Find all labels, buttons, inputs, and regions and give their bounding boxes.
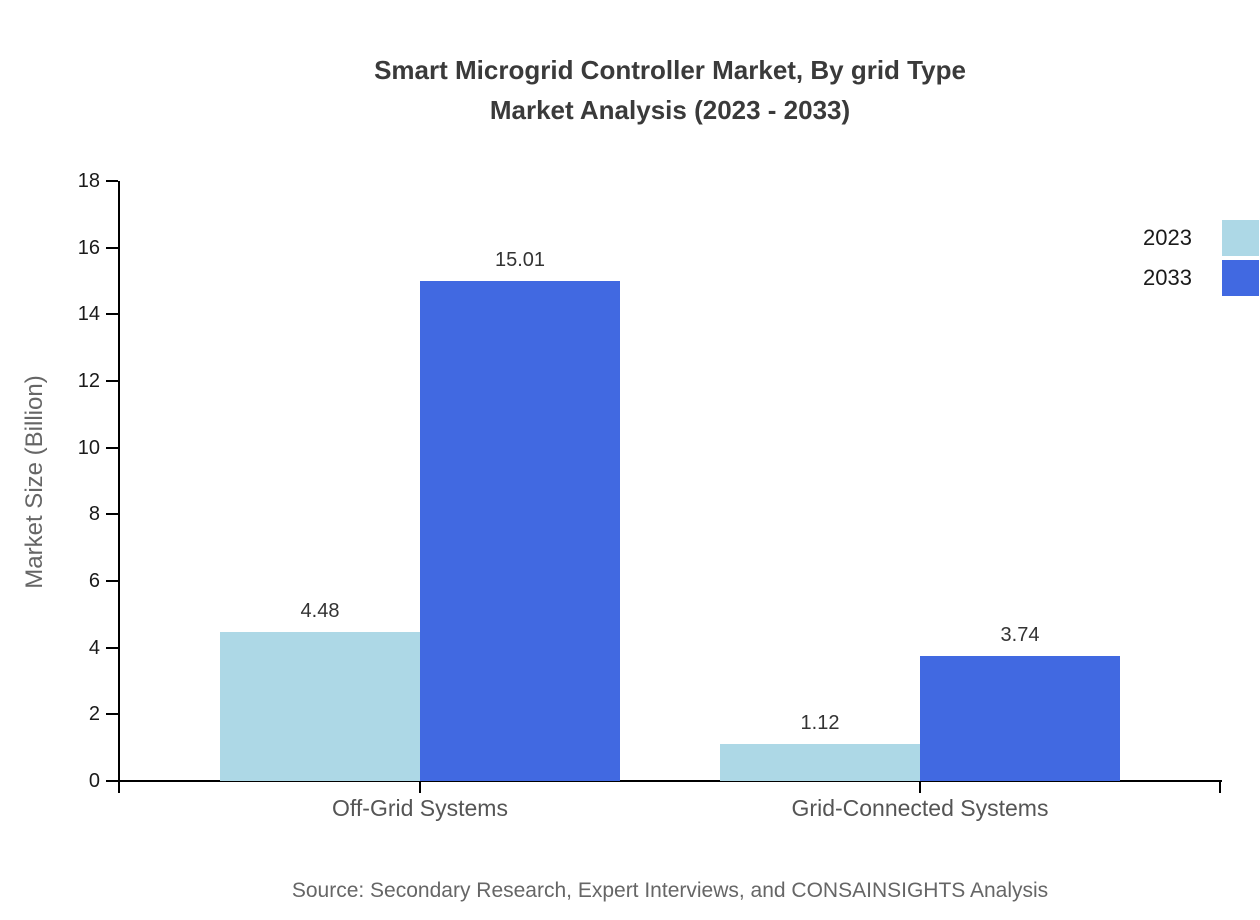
chart-title: Smart Microgrid Controller Market, By gr…: [120, 50, 1220, 130]
y-tick-label: 14: [77, 303, 100, 326]
y-tick-label: 2: [88, 703, 100, 726]
y-tick-label: 12: [77, 370, 100, 392]
bar-2033-grid-connected-systems: [920, 656, 1120, 781]
bar-2023-grid-connected-systems: [720, 743, 920, 781]
bar-value-label: 3.74: [1000, 624, 1040, 647]
y-tick: [106, 380, 118, 382]
y-tick: [106, 580, 118, 582]
y-tick-label: 8: [88, 503, 100, 526]
category-label-off-grid-systems: Off-Grid Systems: [332, 795, 508, 821]
y-tick: [106, 313, 118, 316]
y-tick-label: 10: [77, 436, 100, 459]
y-tick: [106, 713, 118, 716]
legend-label-2033: 2033: [1143, 265, 1192, 290]
y-tick: [106, 780, 118, 782]
x-tick: [419, 781, 421, 793]
y-tick: [106, 513, 118, 516]
y-tick: [106, 446, 118, 449]
y-tick-label: 4: [88, 636, 100, 659]
y-tick: [106, 246, 118, 249]
y-tick-label: 16: [77, 236, 100, 259]
y-tick: [106, 180, 118, 182]
bar-value-label: 15.01: [494, 248, 546, 271]
bar-value-label: 1.12: [800, 711, 840, 734]
bar-2033-off-grid-systems: [420, 280, 620, 781]
category-label-grid-connected-systems: Grid-Connected Systems: [791, 795, 1049, 821]
x-axis-line: [118, 780, 1222, 782]
y-tick-label: 0: [88, 770, 100, 792]
legend-swatch-2033: [1222, 260, 1259, 296]
legend-swatch-2023: [1222, 220, 1259, 256]
y-tick-label: 18: [77, 170, 100, 192]
x-tick: [1219, 781, 1221, 793]
y-tick-label: 6: [88, 570, 100, 592]
bar-value-label: 4.48: [300, 599, 340, 622]
y-axis-line: [118, 181, 120, 793]
bar-2023-off-grid-systems: [220, 631, 420, 781]
chart-title-line-1: Smart Microgrid Controller Market, By gr…: [374, 55, 966, 85]
chart-title-line-2: Market Analysis (2023 - 2033): [489, 95, 851, 125]
x-tick: [919, 781, 921, 793]
y-tick: [106, 646, 118, 649]
legend-label-2023: 2023: [1143, 225, 1192, 250]
source-note: Source: Secondary Research, Expert Inter…: [291, 879, 1049, 902]
